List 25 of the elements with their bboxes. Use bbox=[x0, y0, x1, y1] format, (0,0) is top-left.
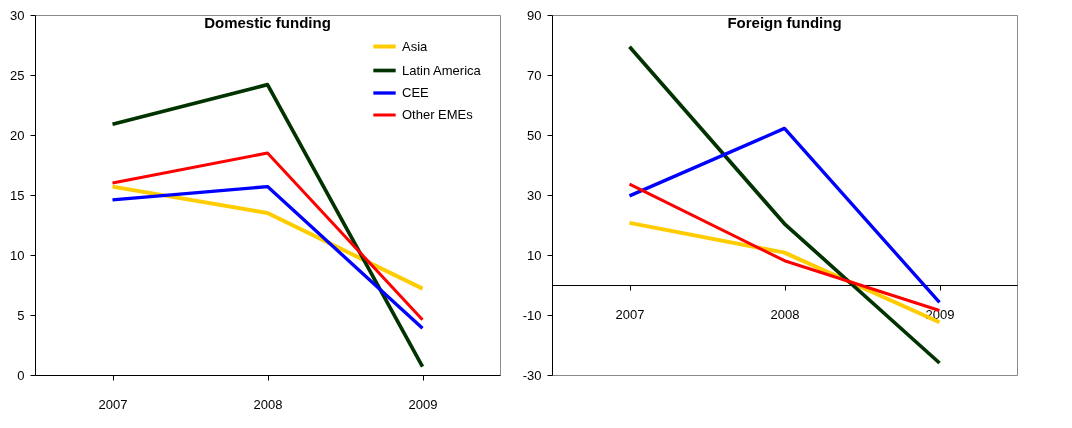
y-tick-label: 50 bbox=[527, 127, 542, 143]
x-tick-label: 2007 bbox=[98, 396, 128, 412]
y-tick-label: 30 bbox=[527, 187, 542, 203]
legend-label: Other EMEs bbox=[402, 107, 474, 122]
legend-label: Latin America bbox=[402, 62, 482, 78]
chart-title: Domestic funding bbox=[204, 14, 331, 31]
y-tick-label: 10 bbox=[527, 247, 542, 263]
legend-label: Asia bbox=[402, 38, 429, 54]
y-tick-label: 15 bbox=[10, 187, 25, 203]
y-tick-label: 0 bbox=[17, 367, 25, 383]
x-tick-label: 2008 bbox=[253, 396, 283, 412]
y-tick-label: 25 bbox=[10, 67, 25, 83]
legend-label: CEE bbox=[402, 85, 430, 100]
x-tick-label: 2009 bbox=[408, 396, 438, 412]
y-tick-label: 20 bbox=[10, 127, 25, 143]
y-tick-label: 90 bbox=[527, 7, 542, 23]
x-tick-label: 2008 bbox=[770, 306, 800, 322]
y-tick-label: -30 bbox=[522, 367, 542, 383]
x-tick-label: 2007 bbox=[615, 306, 645, 322]
y-tick-label: 10 bbox=[10, 247, 25, 263]
y-tick-label: 5 bbox=[17, 307, 25, 323]
y-tick-label: 30 bbox=[10, 7, 25, 23]
chart-title: Foreign funding bbox=[727, 14, 842, 31]
y-tick-label: 70 bbox=[527, 67, 542, 83]
y-tick-label: -10 bbox=[522, 307, 542, 323]
